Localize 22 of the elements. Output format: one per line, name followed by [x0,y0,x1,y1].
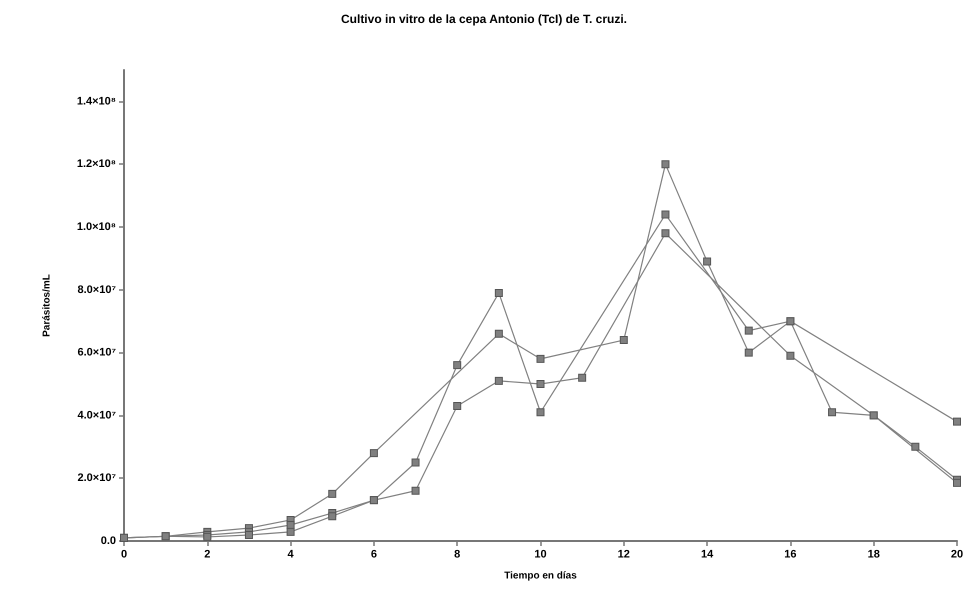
y-tick-label: 4.0×10⁷ [78,409,116,422]
y-tick-label: 0.0 [100,535,116,547]
y-tick-label: 2.0×10⁷ [78,472,116,484]
x-tick-label: 16 [784,548,797,560]
x-tick-label: 14 [700,548,714,560]
y-tick-label: 1.2×10⁸ [76,158,116,170]
x-tick-label: 4 [288,548,295,560]
y-tick-label: 1.4×10⁸ [76,95,116,108]
x-tick-label: 8 [454,548,460,560]
x-tick-label: 0 [120,548,128,560]
x-tick-label: 6 [370,548,377,560]
y-tick-label: 8.0×10⁷ [78,284,116,296]
x-tick-label: 2 [204,548,210,560]
x-tick-label: 10 [534,548,547,560]
x-axis-title: Tiempo en días [504,570,578,582]
y-tick-label: 1.0×10⁸ [76,221,116,233]
x-tick-label: 20 [950,548,964,560]
x-tick-label: 12 [618,548,630,560]
x-tick-label: 18 [868,548,880,560]
chart-title: Cultivo in vitro de la cepa Antonio (TcI) de T. cruzi. [340,12,628,26]
y-axis-title: Parásitos/mL [42,274,52,337]
y-tick-label: 6.0×10⁷ [78,346,116,359]
